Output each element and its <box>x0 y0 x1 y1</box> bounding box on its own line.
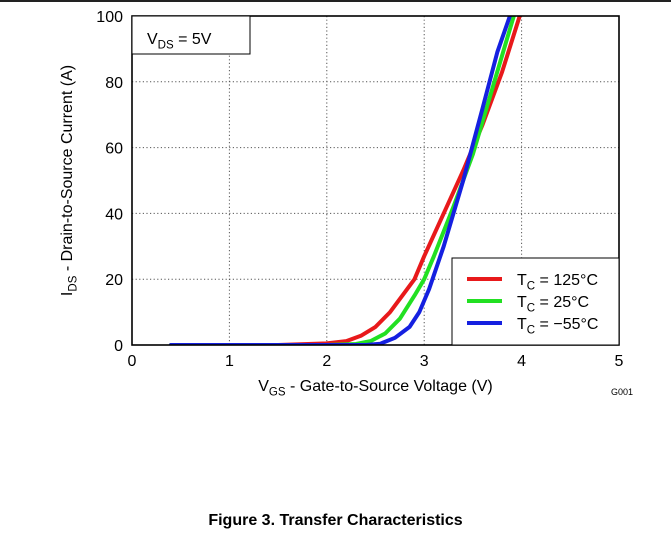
series-line-2 <box>169 16 512 345</box>
legend-label-0: TC = 125°C <box>517 272 598 292</box>
plot-frame <box>131 15 620 346</box>
y-tick-label: 100 <box>96 9 123 26</box>
figure-caption: Figure 3. Transfer Characteristics <box>208 512 463 529</box>
y-tick-label: 40 <box>105 206 123 223</box>
vds-annotation-text: VDS = 5V <box>147 31 212 51</box>
legend-label-2: TC = −55°C <box>517 316 598 336</box>
annotation-box <box>131 15 251 55</box>
figure-code: G001 <box>611 387 633 397</box>
x-tick-label: 1 <box>225 353 234 370</box>
x-tick-label: 3 <box>420 353 429 370</box>
y-axis-label: IDS - Drain-to-Source Current (A) <box>59 65 79 296</box>
y-tick-label: 0 <box>114 338 123 355</box>
legend-label-1: TC = 25°C <box>517 294 589 314</box>
series-line-1 <box>169 16 516 345</box>
axis-labels: VGS - Gate-to-Source Voltage (V) IDS - Dr… <box>59 65 633 399</box>
y-tick-label: 60 <box>105 141 123 158</box>
x-tick-label: 5 <box>615 353 624 370</box>
y-tick-label: 20 <box>105 272 123 289</box>
top-rule <box>0 0 671 2</box>
tick-labels: 0 1 2 3 4 5 0 20 40 60 80 100 <box>96 9 623 370</box>
legend: TC = 125°CTC = 25°CTC = −55°C <box>451 257 620 346</box>
x-tick-label: 0 <box>128 353 137 370</box>
x-axis-label: VGS - Gate-to-Source Voltage (V) <box>258 378 493 398</box>
x-tick-label: 4 <box>517 353 526 370</box>
vds-annotation: VDS = 5V <box>131 15 251 55</box>
y-tick-label: 80 <box>105 75 123 92</box>
x-tick-label: 2 <box>322 353 331 370</box>
